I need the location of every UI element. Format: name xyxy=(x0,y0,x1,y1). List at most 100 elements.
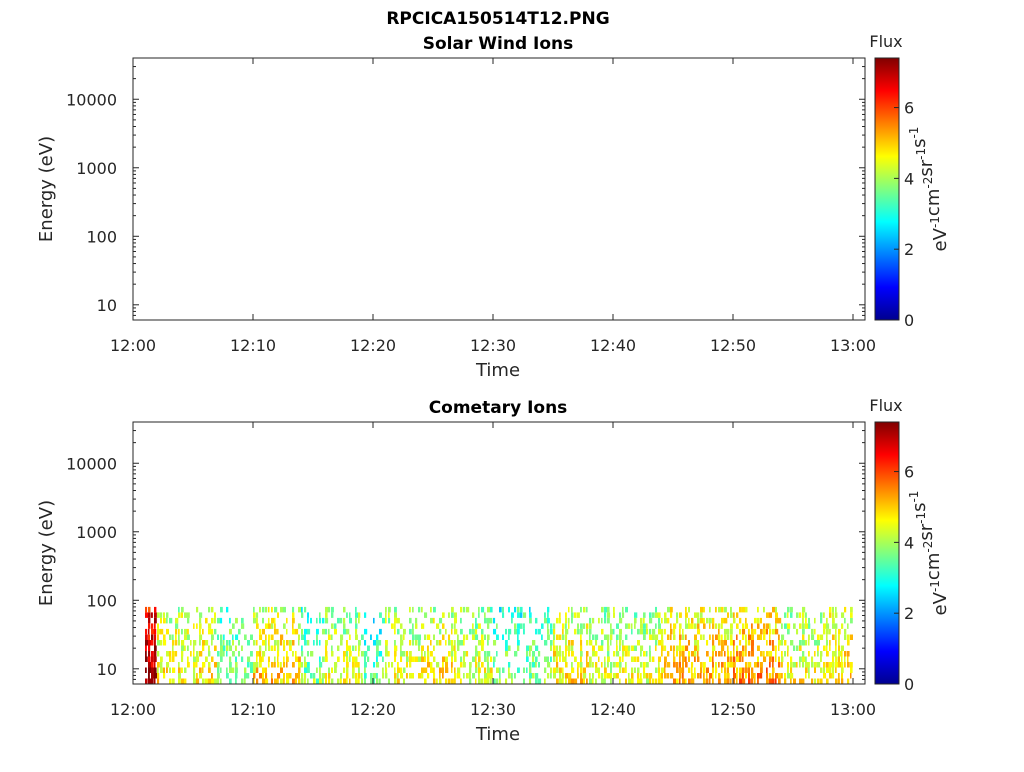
heatmap-cell xyxy=(832,673,835,679)
heatmap-cell xyxy=(733,662,736,668)
heatmap-cell xyxy=(154,606,157,613)
heatmap-cell xyxy=(601,640,604,646)
heatmap-cell xyxy=(775,645,777,651)
heatmap-cell xyxy=(805,617,807,624)
heatmap-cell xyxy=(631,656,634,662)
heatmap-cell xyxy=(262,678,266,684)
heatmap-cell xyxy=(388,606,391,613)
heatmap-cell xyxy=(829,640,831,646)
heatmap-cell xyxy=(187,656,189,662)
y-axis-label: Energy (eV) xyxy=(36,500,57,606)
x-tick-label: 12:30 xyxy=(470,700,516,719)
heatmap-cell xyxy=(232,651,235,657)
heatmap-cell xyxy=(394,623,396,629)
heatmap-cell xyxy=(532,656,535,662)
heatmap-cell xyxy=(751,651,754,657)
heatmap-cell xyxy=(607,651,610,657)
heatmap-cell xyxy=(220,640,223,646)
heatmap-cell xyxy=(214,645,217,651)
heatmap-cell xyxy=(394,617,398,624)
heatmap-cell xyxy=(577,623,579,629)
heatmap-cell xyxy=(760,662,763,668)
heatmap-cell xyxy=(298,634,300,640)
heatmap-cell xyxy=(661,634,664,640)
heatmap-cell xyxy=(490,656,493,662)
heatmap-cell xyxy=(469,662,472,668)
heatmap-cell xyxy=(820,651,823,657)
heatmap-cell xyxy=(751,634,754,640)
heatmap-cell xyxy=(160,612,163,618)
heatmap-cell xyxy=(664,617,667,624)
heatmap-cell xyxy=(409,640,412,646)
heatmap-cell xyxy=(748,640,751,646)
heatmap-cell xyxy=(553,667,557,673)
heatmap-cell xyxy=(331,634,333,640)
heatmap-cell xyxy=(766,628,768,635)
heatmap-cell xyxy=(598,667,600,673)
heatmap-cell xyxy=(838,645,841,651)
heatmap-cell xyxy=(847,634,850,640)
heatmap-cell xyxy=(205,656,208,662)
heatmap-cell xyxy=(832,617,835,624)
heatmap-cell xyxy=(286,673,290,679)
heatmap-cell xyxy=(247,673,250,679)
heatmap-cell xyxy=(358,667,360,673)
heatmap-cell xyxy=(544,617,547,624)
heatmap-cell xyxy=(814,678,817,684)
heatmap-cell xyxy=(829,667,832,673)
heatmap-cell xyxy=(559,617,561,624)
heatmap-cell xyxy=(463,662,466,668)
heatmap-cell xyxy=(280,606,284,613)
colorbar-tick-label: 4 xyxy=(904,169,914,188)
heatmap-cell xyxy=(487,623,490,629)
heatmap-cell xyxy=(376,673,378,679)
heatmap-cell xyxy=(649,651,651,657)
heatmap-cell xyxy=(421,673,424,679)
heatmap-cell xyxy=(772,656,775,662)
heatmap-cell xyxy=(820,667,823,673)
heatmap-cell xyxy=(493,678,496,684)
heatmap-cell xyxy=(271,678,273,684)
heatmap-cell xyxy=(433,667,435,673)
heatmap-cell xyxy=(814,640,818,646)
heatmap-cell xyxy=(757,673,760,679)
heatmap-cell xyxy=(235,656,237,662)
heatmap-cell xyxy=(151,628,155,635)
heatmap-cell xyxy=(745,634,747,640)
heatmap-cell xyxy=(610,673,613,679)
heatmap-cell xyxy=(709,623,711,629)
heatmap-cell xyxy=(712,656,714,662)
heatmap-cell xyxy=(814,667,816,673)
heatmap-cell xyxy=(652,656,655,662)
heatmap-cell xyxy=(685,656,687,662)
heatmap-cell xyxy=(658,612,661,618)
heatmap-cell xyxy=(238,640,240,646)
heatmap-cell xyxy=(814,651,816,657)
heatmap-cell xyxy=(694,623,697,629)
heatmap-cell xyxy=(295,656,299,662)
heatmap-cell xyxy=(544,612,546,618)
heatmap-cell xyxy=(301,678,304,684)
heatmap-cell xyxy=(595,662,598,668)
heatmap-cell xyxy=(313,673,316,679)
heatmap-cell xyxy=(700,667,703,673)
heatmap-cell xyxy=(358,678,360,684)
heatmap-cell xyxy=(373,678,375,684)
heatmap-cell xyxy=(817,678,820,684)
x-tick-label: 12:00 xyxy=(110,336,156,355)
heatmap-cell xyxy=(427,656,430,662)
heatmap-cell xyxy=(844,634,847,640)
heatmap-cell xyxy=(460,640,464,646)
heatmap-cell xyxy=(394,612,397,618)
heatmap-cell xyxy=(616,640,618,646)
heatmap-cell xyxy=(247,640,250,646)
heatmap-cell xyxy=(742,634,745,640)
heatmap-cell xyxy=(451,623,454,629)
heatmap-cell xyxy=(415,640,418,646)
heatmap-cell xyxy=(445,678,448,684)
heatmap-cell xyxy=(217,662,220,668)
heatmap-cell xyxy=(217,673,220,679)
heatmap-cell xyxy=(727,656,730,662)
heatmap-cell xyxy=(295,678,297,684)
heatmap-cell xyxy=(706,673,708,679)
